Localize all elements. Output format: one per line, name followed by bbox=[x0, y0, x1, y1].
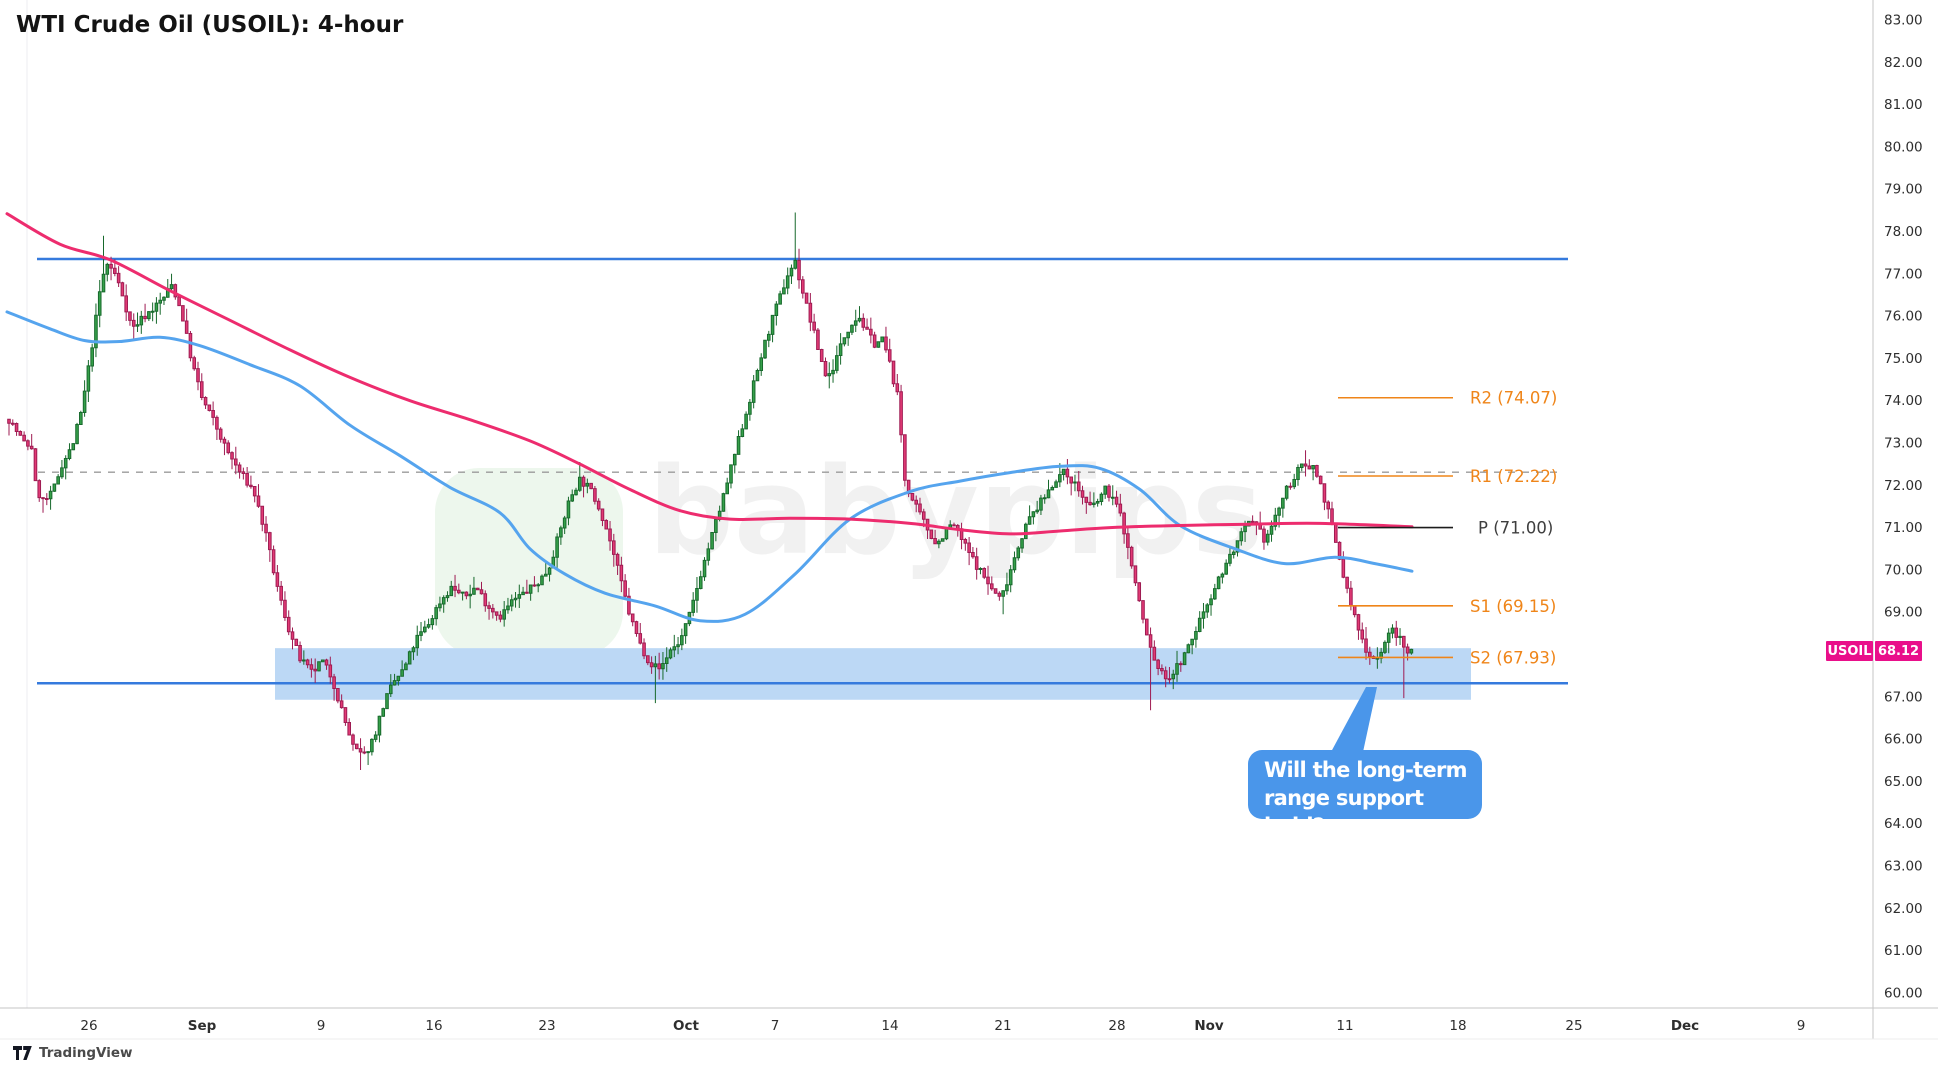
callout-line2: range support hold? bbox=[1264, 786, 1424, 838]
x-axis-label: 23 bbox=[538, 1018, 555, 1034]
candlestick-series bbox=[7, 212, 1414, 770]
y-axis-label: 80.00 bbox=[1884, 139, 1923, 155]
x-axis-label: 18 bbox=[1449, 1018, 1466, 1034]
y-axis-label: 76.00 bbox=[1884, 309, 1923, 325]
callout-tail bbox=[1331, 687, 1377, 752]
y-axis-label: 66.00 bbox=[1884, 732, 1923, 748]
x-axis-label: Nov bbox=[1194, 1018, 1224, 1034]
watermark: babypips bbox=[435, 443, 1263, 656]
y-axis-label: 83.00 bbox=[1884, 13, 1923, 29]
pivot-label-r1: R1 (72.22) bbox=[1470, 467, 1557, 486]
callout-line1: Will the long-term bbox=[1264, 758, 1468, 782]
y-axis-label: 73.00 bbox=[1884, 436, 1923, 452]
y-axis-label: 70.00 bbox=[1884, 562, 1923, 578]
x-axis-label: 9 bbox=[317, 1018, 326, 1034]
pivot-label-p: P (71.00) bbox=[1478, 519, 1553, 538]
y-axis-label: 75.00 bbox=[1884, 351, 1923, 367]
x-axis-label: 21 bbox=[994, 1018, 1011, 1034]
pivot-label-s2: S2 (67.93) bbox=[1470, 648, 1556, 667]
watermark-text: babypips bbox=[648, 443, 1263, 582]
y-axis-label: 62.00 bbox=[1884, 901, 1923, 917]
axes[interactable]: 83.00 82.00 81.00 80.00 79.00 78.00 77.00 76.00… bbox=[0, 0, 1938, 1040]
y-axis-label: 78.00 bbox=[1884, 224, 1923, 240]
y-axis-label: 61.00 bbox=[1884, 943, 1923, 959]
x-axis-label: 7 bbox=[771, 1018, 780, 1034]
x-axis-label: 28 bbox=[1108, 1018, 1125, 1034]
x-axis-label: 16 bbox=[425, 1018, 442, 1034]
y-axis-label: 64.00 bbox=[1884, 816, 1923, 832]
y-axis-label: 67.00 bbox=[1884, 689, 1923, 705]
x-axis-label: Sep bbox=[188, 1018, 217, 1034]
support-zone[interactable] bbox=[275, 648, 1471, 700]
y-axis-label: 65.00 bbox=[1884, 774, 1923, 790]
pivot-levels: R2 (74.07) R1 (72.22) P (71.00) S1 (69.15) S… bbox=[1338, 389, 1557, 667]
ma-pink-line[interactable] bbox=[5, 212, 1414, 536]
price-tag-symbol: USOIL bbox=[1826, 641, 1873, 661]
x-axis-label: Dec bbox=[1671, 1018, 1699, 1034]
y-axis-label: 77.00 bbox=[1884, 266, 1923, 282]
babypips-logo-icon bbox=[435, 468, 623, 656]
x-axis-label: 9 bbox=[1797, 1018, 1806, 1034]
last-price-tag: USOIL 68.12 bbox=[1826, 641, 1922, 661]
x-axis-label: 11 bbox=[1336, 1018, 1353, 1034]
callout-annotation[interactable]: Will the long-term range support hold? bbox=[1248, 750, 1482, 838]
y-axis-label: 71.00 bbox=[1884, 520, 1923, 536]
chart-title: WTI Crude Oil (USOIL): 4-hour bbox=[16, 12, 404, 38]
x-axis-label: 26 bbox=[80, 1018, 97, 1034]
pivot-label-r2: R2 (74.07) bbox=[1470, 389, 1557, 408]
down-candle-bodies bbox=[7, 259, 1410, 754]
x-axis-label: Oct bbox=[673, 1018, 699, 1034]
x-axis-label: 25 bbox=[1565, 1018, 1582, 1034]
tradingview-label: TradingView bbox=[39, 1045, 133, 1061]
y-axis-label: 72.00 bbox=[1884, 478, 1923, 494]
y-axis-label: 79.00 bbox=[1884, 182, 1923, 198]
y-axis-label: 81.00 bbox=[1884, 97, 1923, 113]
y-axis-label: 82.00 bbox=[1884, 55, 1923, 71]
pivot-label-s1: S1 (69.15) bbox=[1470, 597, 1556, 616]
x-axis-label: 14 bbox=[881, 1018, 898, 1034]
tradingview-attribution[interactable]: TradingView bbox=[13, 1045, 133, 1061]
ma-blue-line[interactable] bbox=[5, 310, 1414, 623]
y-axis-label: 63.00 bbox=[1884, 859, 1923, 875]
y-axis-label: 60.00 bbox=[1884, 985, 1923, 1001]
price-tag-value: 68.12 bbox=[1875, 641, 1922, 661]
up-candle-bodies bbox=[48, 259, 1414, 754]
tradingview-logo-icon bbox=[13, 1046, 32, 1060]
y-axis-label: 69.00 bbox=[1884, 605, 1923, 621]
y-axis-label: 74.00 bbox=[1884, 393, 1923, 409]
